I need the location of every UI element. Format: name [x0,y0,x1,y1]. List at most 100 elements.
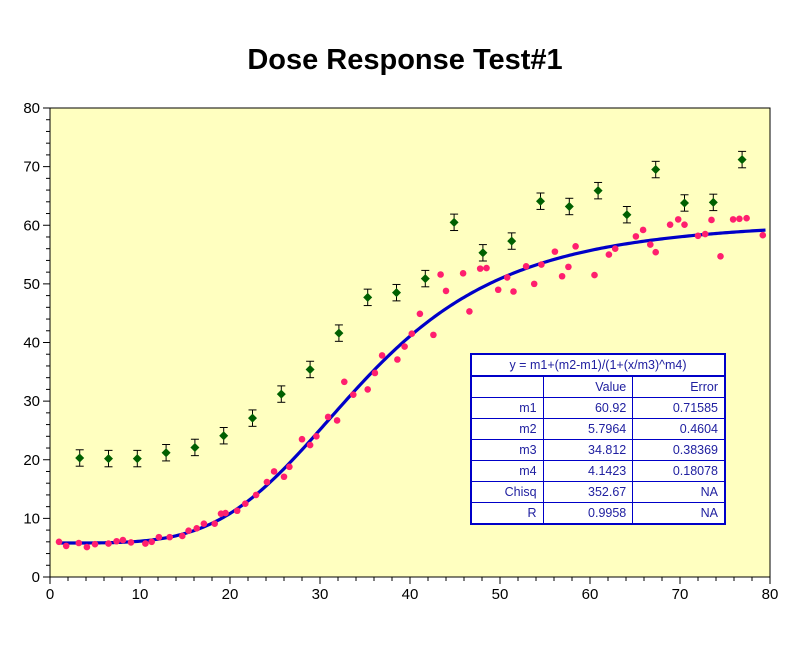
fit-row-r: R 0.9958 NA [470,502,726,525]
data-point [408,330,416,338]
fit-row-m4: m4 4.1423 0.18078 [470,460,726,482]
data-point [142,540,149,547]
fit-param-error: NA [632,481,726,503]
fit-param-error: 0.18078 [632,460,726,482]
data-point [416,310,424,318]
fit-row-m3: m3 34.812 0.38369 [470,439,726,461]
data-point [127,539,135,546]
fit-param-value: 5.7964 [542,418,634,440]
data-point [632,233,640,240]
data-point-diamond [276,389,286,399]
data-point-diamond [507,236,517,246]
data-point [476,265,484,272]
y-tick-label: 80 [23,100,40,117]
data-point [717,253,724,260]
y-tick-label: 50 [23,276,40,293]
data-point-diamond [104,454,113,464]
data-point [91,540,99,548]
data-point [394,356,401,363]
data-point [666,221,674,228]
fit-header-error: Error [632,375,726,398]
data-point [313,433,320,440]
data-point-diamond [478,248,488,258]
data-point [378,352,386,359]
fit-param-error: 0.4604 [632,418,726,440]
data-point-diamond [248,413,257,423]
data-point [736,215,743,223]
data-point [211,520,218,527]
fit-param-error: 0.38369 [632,439,726,461]
data-point [591,271,598,279]
data-point [494,286,502,294]
data-point-diamond [334,328,344,338]
data-point [538,261,545,268]
fit-row-m2: m2 5.7964 0.4604 [470,418,726,440]
data-point [611,245,619,252]
fit-equation: y = m1+(m2-m1)/(1+(x/m3)^m4) [470,353,726,377]
fit-param-name: m2 [470,418,544,440]
fit-param-name: Chisq [470,481,544,503]
data-point [298,435,306,443]
data-point-diamond [622,210,632,220]
data-point [306,441,314,449]
fit-param-value: 0.9958 [542,502,634,525]
fit-row-chisq: Chisq 352.67 NA [470,481,726,503]
data-point [119,536,127,544]
fit-param-value: 4.1423 [542,460,634,482]
fit-param-value: 34.812 [542,439,634,461]
data-point [242,500,249,508]
data-point [222,509,229,517]
data-point [437,271,444,278]
fit-equation-row: y = m1+(m2-m1)/(1+(x/m3)^m4) [470,353,726,377]
data-point-diamond [420,274,430,284]
data-point [286,463,293,471]
data-point [166,533,173,541]
data-point-diamond [75,453,85,463]
data-point [333,417,341,424]
data-point-diamond [536,196,545,206]
data-point [743,214,750,222]
data-point [694,232,702,240]
data-point [565,263,572,271]
data-point [503,274,511,281]
data-point [350,391,357,398]
data-point-diamond [449,217,459,227]
x-tick-label: 10 [132,586,149,603]
data-point-diamond [219,431,229,441]
data-point [185,527,192,534]
data-point [75,539,83,547]
data-point-diamond [651,165,661,175]
data-point [233,507,241,515]
x-tick-label: 40 [402,586,419,603]
data-point [324,413,332,421]
data-point [483,264,490,272]
y-tick-label: 40 [23,335,40,352]
data-point [605,251,613,258]
data-point [62,542,70,550]
data-point [681,221,688,228]
data-point [430,331,437,339]
data-point [193,525,200,532]
data-point-diamond [564,201,574,211]
fit-results-table: y = m1+(m2-m1)/(1+(x/m3)^m4) Value Error… [470,353,726,525]
data-point [252,491,260,499]
data-point-diamond [737,155,747,165]
data-point [652,248,659,256]
y-tick-label: 30 [23,393,40,410]
data-point [364,386,372,393]
fit-header-param [470,375,544,398]
data-point-diamond [392,288,401,298]
x-tick-label: 80 [762,586,779,603]
fit-param-value: 60.92 [542,397,634,419]
x-tick-label: 70 [672,586,689,603]
fit-param-value: 352.67 [542,481,634,503]
data-point [341,378,348,386]
data-point [270,468,278,475]
data-point [466,308,473,315]
data-point [155,533,163,541]
fit-row-m1: m1 60.92 0.71585 [470,397,726,419]
data-point [200,520,208,527]
chart-title: Dose Response Test#1 [247,44,563,76]
fit-param-name: m1 [470,397,544,419]
